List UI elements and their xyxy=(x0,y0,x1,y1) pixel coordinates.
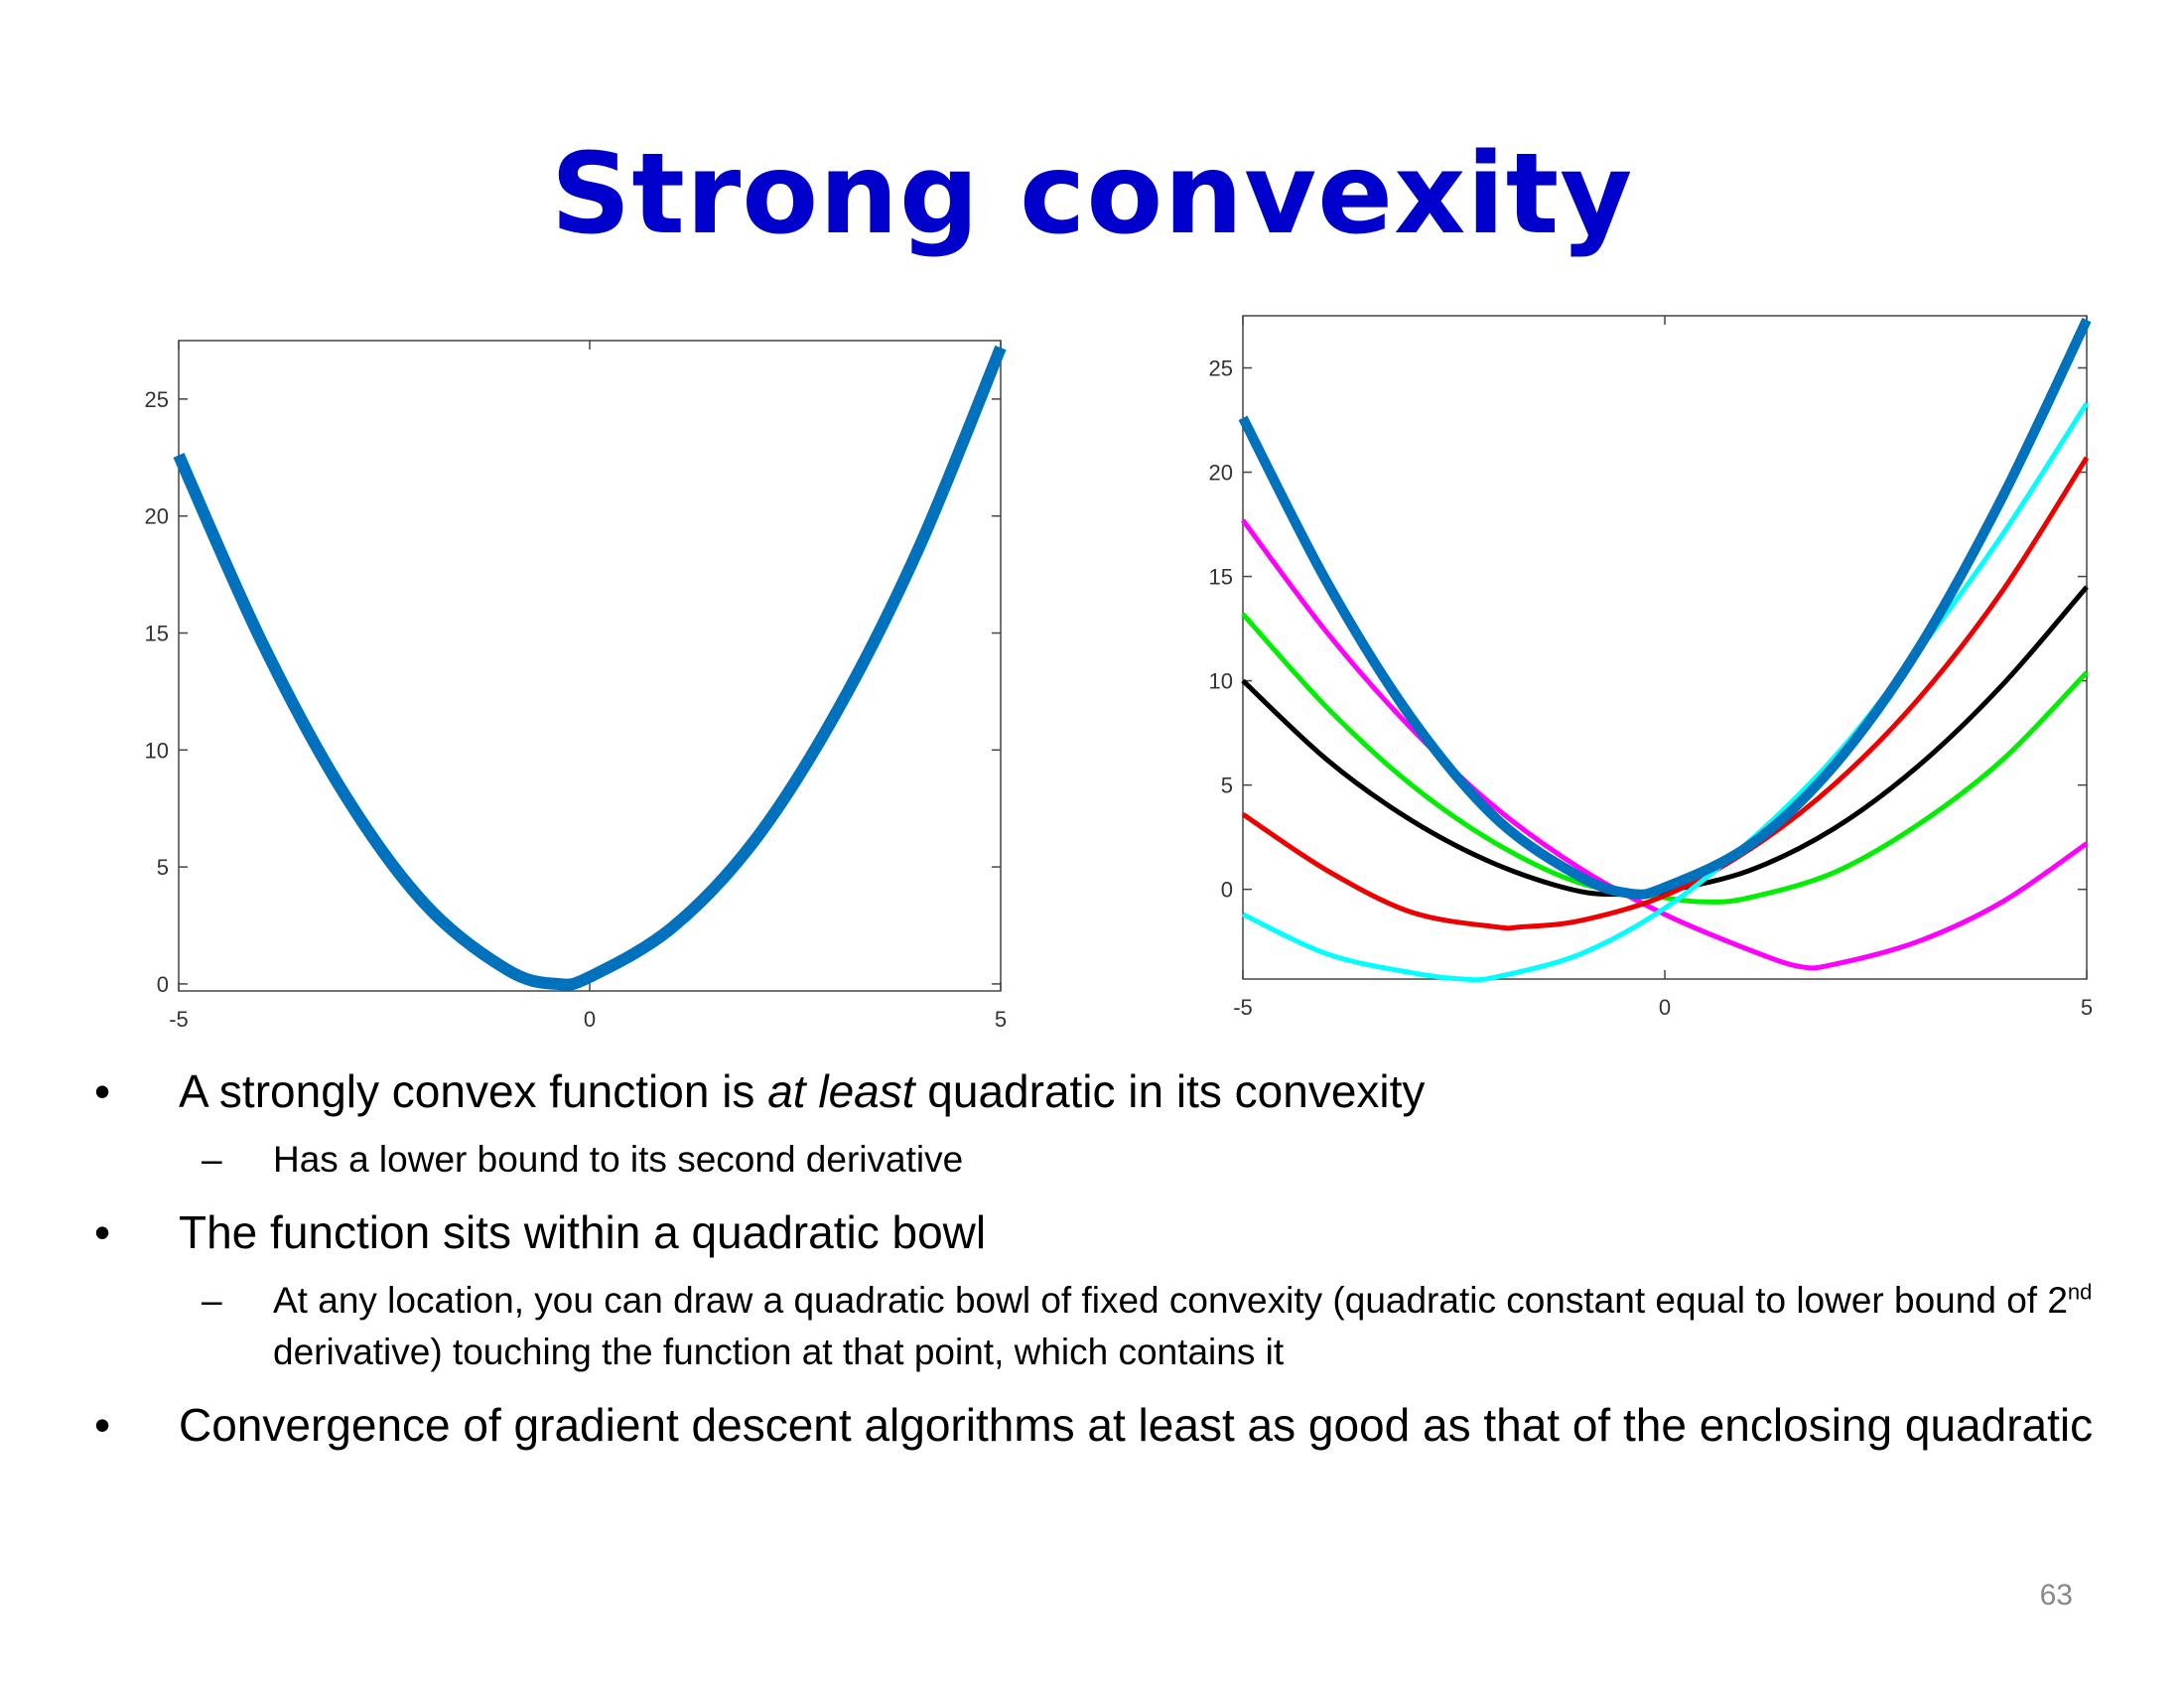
bullet-item: • The function sits within a quadratic bo… xyxy=(94,1203,2100,1261)
y-tick-label: 5 xyxy=(157,855,169,880)
sub-bullet-item: – Has a lower bound to its second derivat… xyxy=(94,1134,2100,1186)
y-tick-label: 10 xyxy=(145,738,169,763)
slide-title: Strong convexity xyxy=(550,130,1634,259)
series-line xyxy=(1238,318,2092,900)
x-tick-label: 0 xyxy=(584,1007,596,1032)
series-line xyxy=(173,345,1007,991)
y-tick-label: 20 xyxy=(1209,461,1233,486)
y-tick-label: 15 xyxy=(145,622,169,646)
bullet-marker: • xyxy=(94,1206,111,1258)
y-tick-label: 25 xyxy=(1209,356,1233,381)
bullet-text: at least xyxy=(767,1065,915,1117)
bullet-text: The function sits within a quadratic bow… xyxy=(179,1206,987,1258)
bullet-marker: • xyxy=(94,1065,111,1117)
x-tick-label: -5 xyxy=(169,1007,189,1032)
sub-bullet-item: – At any location, you can draw a quadrat… xyxy=(94,1275,2100,1378)
bullet-text: At any location, you can draw a quadrati… xyxy=(273,1280,2068,1321)
bullet-text: quadratic in its convexity xyxy=(914,1065,1426,1117)
series-line xyxy=(1241,456,2090,931)
x-tick-label: 5 xyxy=(2081,995,2093,1020)
bullet-marker: – xyxy=(202,1139,222,1180)
y-tick-label: 0 xyxy=(1221,878,1233,903)
plot-frame xyxy=(1242,315,2088,980)
bullet-text: A strongly convex function is xyxy=(179,1065,768,1117)
bullet-text: Convergence of gradient descent algorith… xyxy=(179,1399,2094,1451)
series-line xyxy=(1241,612,2089,905)
bullet-item: • A strongly convex function is at least … xyxy=(94,1062,2100,1120)
bullet-text: nd xyxy=(2067,1279,2093,1305)
series-line xyxy=(1241,518,2089,971)
y-tick-label: 0 xyxy=(157,972,169,997)
x-tick-label: 0 xyxy=(1659,995,1671,1020)
right-chart: -5 0 5 0 5 10 15 20 25 xyxy=(1209,315,2093,1020)
x-tick-label: 5 xyxy=(995,1007,1007,1032)
y-tick-label: 5 xyxy=(1221,774,1233,798)
x-tick-label: -5 xyxy=(1233,995,1253,1020)
series-line xyxy=(1241,401,2090,983)
bullet-list: • A strongly convex function is at least … xyxy=(94,1062,2100,1468)
bullet-marker: – xyxy=(202,1280,222,1321)
bullet-text: Has a lower bound to its second derivati… xyxy=(273,1139,964,1180)
page-number: 63 xyxy=(2039,1579,2073,1612)
y-tick-label: 25 xyxy=(145,387,169,412)
bullet-text: derivative) touching the function at tha… xyxy=(273,1332,1285,1372)
y-tick-label: 15 xyxy=(1209,565,1233,590)
y-tick-label: 10 xyxy=(1209,669,1233,694)
bullet-marker: • xyxy=(94,1399,111,1451)
bullet-item: • Convergence of gradient descent algorit… xyxy=(94,1396,2100,1454)
y-tick-label: 20 xyxy=(145,504,169,529)
